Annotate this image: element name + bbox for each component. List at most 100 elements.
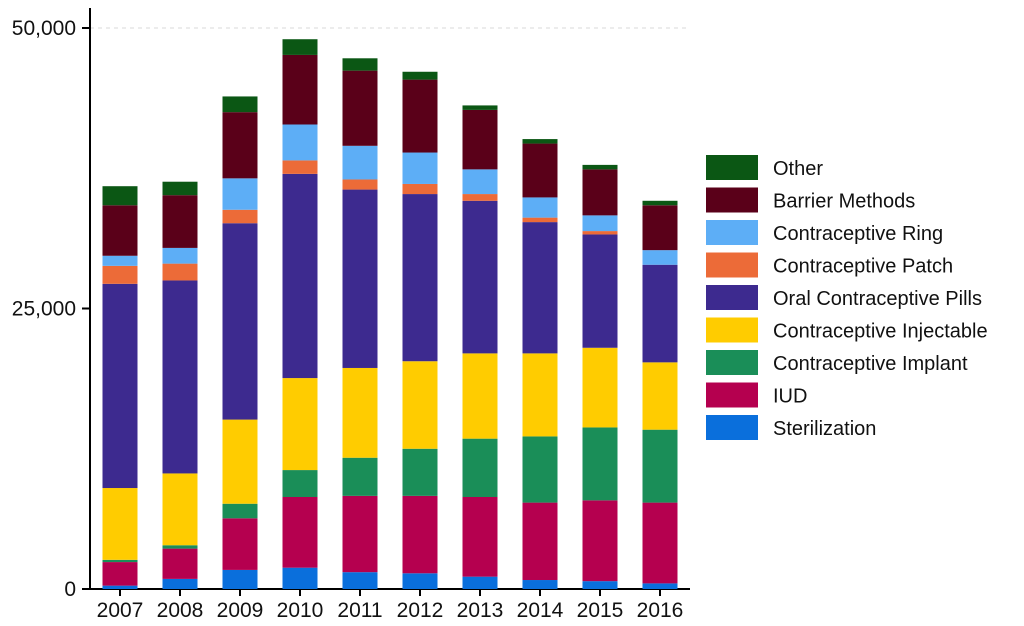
bar-segment-2016-oral-contraceptive-pills — [642, 264, 678, 363]
x-tick-label: 2012 — [397, 599, 444, 621]
bar-segment-2009-contraceptive-patch — [222, 209, 258, 224]
legend-swatch-oral-contraceptive-pills — [706, 285, 758, 310]
bar-segment-2009-contraceptive-ring — [222, 178, 258, 210]
bar-segment-2016-iud — [642, 502, 678, 584]
bar-segment-2008-iud — [162, 548, 198, 579]
x-ticks: 2007 2008 2009 2010 2011 2012 2013 2014 2015 2016 — [97, 589, 683, 622]
bar-segment-2012-other — [402, 71, 438, 80]
bar-segment-2015-contraceptive-patch — [582, 231, 618, 235]
bar-segment-2014-sterilization — [522, 580, 558, 589]
bar-segment-2013-iud — [462, 496, 498, 577]
bar-segment-2015-contraceptive-injectable — [582, 347, 618, 428]
x-tick-label: 2009 — [217, 599, 264, 621]
bar-segment-2007-barrier-methods — [102, 205, 138, 256]
bar-segment-2016-barrier-methods — [642, 205, 678, 251]
bar-segment-2010-iud — [282, 496, 318, 568]
bar-segment-2010-contraceptive-patch — [282, 160, 318, 174]
bar-segment-2015-sterilization — [582, 581, 618, 589]
legend-label: Contraceptive Ring — [773, 223, 943, 245]
bar-segment-2015-other — [582, 164, 618, 170]
bar-segment-2007-contraceptive-ring — [102, 255, 138, 266]
bar-segment-2016-contraceptive-injectable — [642, 362, 678, 430]
bar-segment-2010-oral-contraceptive-pills — [282, 173, 318, 379]
bar-segment-2012-sterilization — [402, 573, 438, 589]
x-tick-label: 2010 — [277, 599, 324, 621]
bar-segment-2007-iud — [102, 562, 138, 586]
legend-swatch-contraceptive-implant — [706, 350, 758, 375]
bar-segment-2008-contraceptive-patch — [162, 263, 198, 281]
x-tick-label: 2007 — [97, 599, 144, 621]
bar-segment-2014-oral-contraceptive-pills — [522, 222, 558, 354]
bar-segment-2010-barrier-methods — [282, 54, 318, 125]
bar-segment-2008-other — [162, 181, 198, 196]
bar-segment-2013-contraceptive-implant — [462, 438, 498, 497]
bar-segment-2009-contraceptive-injectable — [222, 419, 258, 504]
bar-segment-2012-contraceptive-implant — [402, 448, 438, 496]
bar-segment-2010-contraceptive-implant — [282, 470, 318, 497]
x-tick-label: 2013 — [457, 599, 504, 621]
bar-segment-2012-iud — [402, 495, 438, 574]
bar-segment-2014-contraceptive-implant — [522, 436, 558, 503]
bar-segment-2015-barrier-methods — [582, 169, 618, 216]
bar-segment-2010-contraceptive-ring — [282, 124, 318, 161]
bar-segment-2009-oral-contraceptive-pills — [222, 223, 258, 420]
legend-swatch-contraceptive-injectable — [706, 317, 758, 343]
bar-segment-2012-contraceptive-ring — [402, 152, 438, 184]
bar-segment-2008-sterilization — [162, 578, 198, 589]
bar-segment-2011-sterilization — [342, 572, 378, 589]
bar-segment-2014-iud — [522, 502, 558, 581]
bar-segment-2009-sterilization — [222, 569, 258, 589]
bar-segment-2011-contraceptive-injectable — [342, 367, 378, 458]
bars — [102, 39, 678, 589]
legend-swatch-contraceptive-patch — [706, 252, 758, 278]
bar-segment-2009-barrier-methods — [222, 112, 258, 179]
legend-label: Sterilization — [773, 418, 876, 440]
bar-segment-2007-sterilization — [102, 585, 138, 589]
bar-segment-2007-oral-contraceptive-pills — [102, 283, 138, 489]
bar-segment-2008-contraceptive-ring — [162, 247, 198, 264]
bar-segment-2013-barrier-methods — [462, 109, 498, 170]
bar-segment-2016-contraceptive-implant — [642, 429, 678, 503]
bar-segment-2009-contraceptive-implant — [222, 503, 258, 519]
bar-segment-2012-contraceptive-patch — [402, 183, 438, 195]
bar-segment-2010-contraceptive-injectable — [282, 378, 318, 471]
bar-segment-2015-oral-contraceptive-pills — [582, 234, 618, 348]
bar-segment-2013-contraceptive-ring — [462, 169, 498, 195]
y-ticks: 0 25,000 50,000 — [12, 17, 90, 601]
bar-segment-2011-other — [342, 58, 378, 71]
bar-segment-2010-other — [282, 39, 318, 55]
y-tick-label: 25,000 — [12, 298, 76, 321]
bar-segment-2013-contraceptive-injectable — [462, 353, 498, 439]
bar-segment-2008-contraceptive-implant — [162, 545, 198, 549]
bar-segment-2011-contraceptive-ring — [342, 145, 378, 180]
bar-segment-2008-contraceptive-injectable — [162, 473, 198, 546]
bar-segment-2007-other — [102, 186, 138, 206]
bar-segment-2016-sterilization — [642, 583, 678, 589]
y-tick-label: 50,000 — [12, 17, 76, 40]
bar-segment-2015-contraceptive-implant — [582, 427, 618, 501]
bar-segment-2014-other — [522, 139, 558, 144]
bar-segment-2014-contraceptive-ring — [522, 197, 558, 218]
bar-segment-2012-contraceptive-injectable — [402, 361, 438, 449]
legend-swatch-contraceptive-ring — [706, 220, 758, 245]
bar-segment-2011-barrier-methods — [342, 70, 378, 146]
legend-label: Barrier Methods — [773, 191, 915, 213]
bar-segment-2009-other — [222, 96, 258, 113]
bar-segment-2011-contraceptive-implant — [342, 457, 378, 496]
bar-segment-2014-contraceptive-patch — [522, 217, 558, 223]
legend-swatch-iud — [706, 382, 758, 408]
bar-segment-2008-oral-contraceptive-pills — [162, 280, 198, 474]
bar-segment-2013-oral-contraceptive-pills — [462, 200, 498, 354]
legend-label: Contraceptive Implant — [773, 353, 968, 375]
bar-segment-2007-contraceptive-implant — [102, 559, 138, 563]
legend-swatch-other — [706, 155, 758, 180]
legend-label: IUD — [773, 386, 807, 408]
bar-segment-2013-sterilization — [462, 576, 498, 589]
bar-segment-2014-barrier-methods — [522, 143, 558, 198]
bar-segment-2015-contraceptive-ring — [582, 215, 618, 232]
legend-label: Other — [773, 158, 823, 180]
bar-segment-2013-contraceptive-patch — [462, 194, 498, 201]
bar-segment-2008-barrier-methods — [162, 195, 198, 248]
